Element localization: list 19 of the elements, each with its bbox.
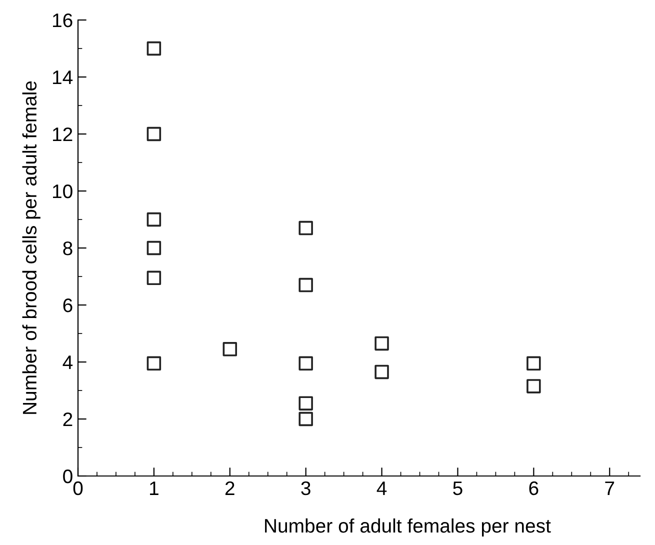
- y-tick-label: 2: [63, 412, 72, 426]
- y-tick-label: 12: [52, 127, 72, 142]
- x-tick-label: 2: [225, 481, 234, 495]
- y-tick-label: 4: [62, 356, 73, 370]
- x-tick-label: 6: [529, 481, 538, 496]
- y-tick-label: 6: [63, 298, 72, 312]
- x-axis-title: Number of adult females per nest: [265, 518, 551, 537]
- x-tick-label: 1: [150, 482, 158, 495]
- x-tick-label: 5: [453, 482, 462, 496]
- y-tick-label: 0: [63, 469, 72, 484]
- x-tick-label: 4: [376, 482, 387, 495]
- y-tick-label: 8: [63, 241, 72, 256]
- y-axis-title: Number of brood cells per adult female: [22, 81, 40, 414]
- y-tick-label: 14: [52, 70, 73, 84]
- x-tick-label: 0: [73, 481, 83, 496]
- y-tick-label: 16: [52, 13, 72, 28]
- x-tick-label: 3: [301, 481, 310, 496]
- y-tick-label: 10: [52, 184, 72, 198]
- x-tick-label: 7: [605, 482, 614, 495]
